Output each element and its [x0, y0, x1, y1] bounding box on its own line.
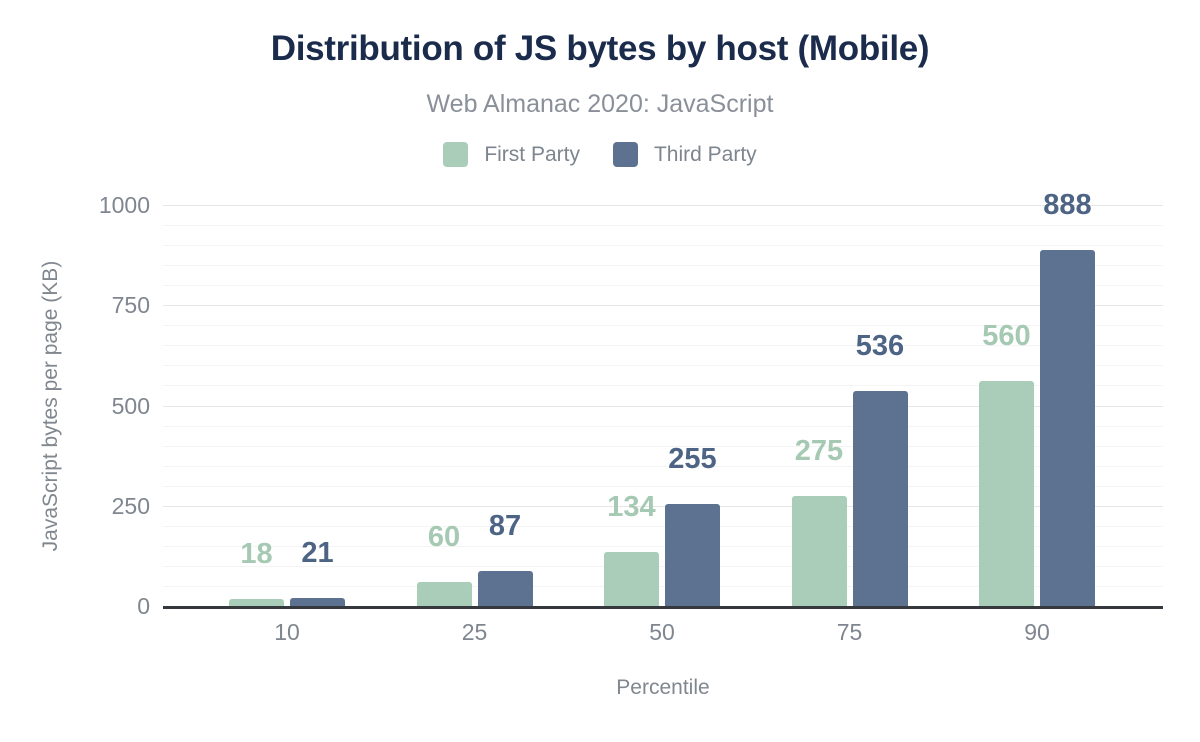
minor-gridline — [163, 425, 1163, 427]
value-label-third-party-p75: 536 — [855, 330, 905, 363]
x-axis-title: Percentile — [616, 676, 710, 699]
major-gridline — [163, 305, 1163, 307]
minor-gridline — [163, 385, 1163, 387]
bar-third-party-p90[interactable] — [1040, 249, 1095, 606]
value-label-first-party-p75: 275 — [794, 434, 844, 467]
minor-gridline — [163, 245, 1163, 247]
value-label-third-party-p50: 255 — [668, 442, 717, 475]
bar-third-party-p25[interactable] — [477, 571, 533, 606]
x-axis-line — [163, 606, 1163, 609]
major-gridline — [163, 505, 1163, 507]
minor-gridline — [163, 565, 1163, 567]
bar-third-party-p50[interactable] — [665, 503, 720, 606]
minor-gridline — [163, 265, 1163, 267]
bar-third-party-p75[interactable] — [852, 391, 908, 606]
x-tick-label: 75 — [836, 619, 863, 645]
bar-first-party-p50[interactable] — [604, 552, 659, 606]
minor-gridline — [163, 365, 1163, 367]
minor-gridline — [163, 345, 1163, 347]
x-tick-label: 50 — [649, 619, 675, 645]
minor-gridline — [163, 585, 1163, 587]
x-tick-label: 10 — [274, 619, 300, 645]
legend-item-third-party[interactable]: Third Party — [612, 142, 757, 167]
bar-first-party-p25[interactable] — [416, 581, 472, 606]
value-label-third-party-p10: 21 — [301, 536, 334, 569]
minor-gridline — [163, 325, 1163, 327]
value-label-third-party-p25: 87 — [488, 510, 522, 543]
bar-third-party-p10[interactable] — [290, 597, 345, 606]
legend-label-third-party: Third Party — [653, 142, 757, 166]
minor-gridline — [163, 545, 1163, 547]
bar-first-party-p10[interactable] — [229, 598, 284, 606]
y-tick-label: 500 — [111, 392, 150, 419]
major-gridline — [163, 405, 1163, 407]
value-label-first-party-p90: 560 — [982, 320, 1031, 353]
legend-swatch-first-party — [443, 142, 469, 167]
chart-subtitle: Web Almanac 2020: JavaScript — [426, 90, 774, 118]
value-label-third-party-p90: 888 — [1043, 188, 1092, 221]
minor-gridline — [163, 465, 1163, 467]
minor-gridline — [163, 485, 1163, 487]
value-label-first-party-p10: 18 — [240, 537, 273, 570]
minor-gridline — [163, 285, 1163, 287]
x-tick-label: 25 — [461, 619, 488, 645]
legend-swatch-third-party — [612, 142, 638, 167]
y-axis-title: JavaScript bytes per page (KB) — [39, 260, 62, 552]
y-tick-label: 1000 — [98, 192, 150, 218]
legend-label-first-party: First Party — [484, 142, 580, 166]
minor-gridline — [163, 225, 1163, 227]
y-tick-label: 0 — [137, 593, 150, 619]
value-label-first-party-p50: 134 — [607, 491, 656, 524]
y-tick-label: 250 — [111, 492, 150, 519]
bar-first-party-p90[interactable] — [979, 381, 1034, 606]
major-gridline — [163, 205, 1163, 206]
chart-title: Distribution of JS bytes by host (Mobile… — [270, 29, 930, 68]
x-tick-label: 90 — [1024, 619, 1050, 645]
bar-first-party-p75[interactable] — [791, 495, 847, 606]
minor-gridline — [163, 445, 1163, 447]
value-label-first-party-p25: 60 — [427, 520, 461, 553]
legend: First Party Third Party — [0, 142, 1200, 167]
minor-gridline — [163, 525, 1163, 527]
y-tick-label: 750 — [111, 292, 150, 319]
legend-item-first-party[interactable]: First Party — [443, 142, 580, 167]
